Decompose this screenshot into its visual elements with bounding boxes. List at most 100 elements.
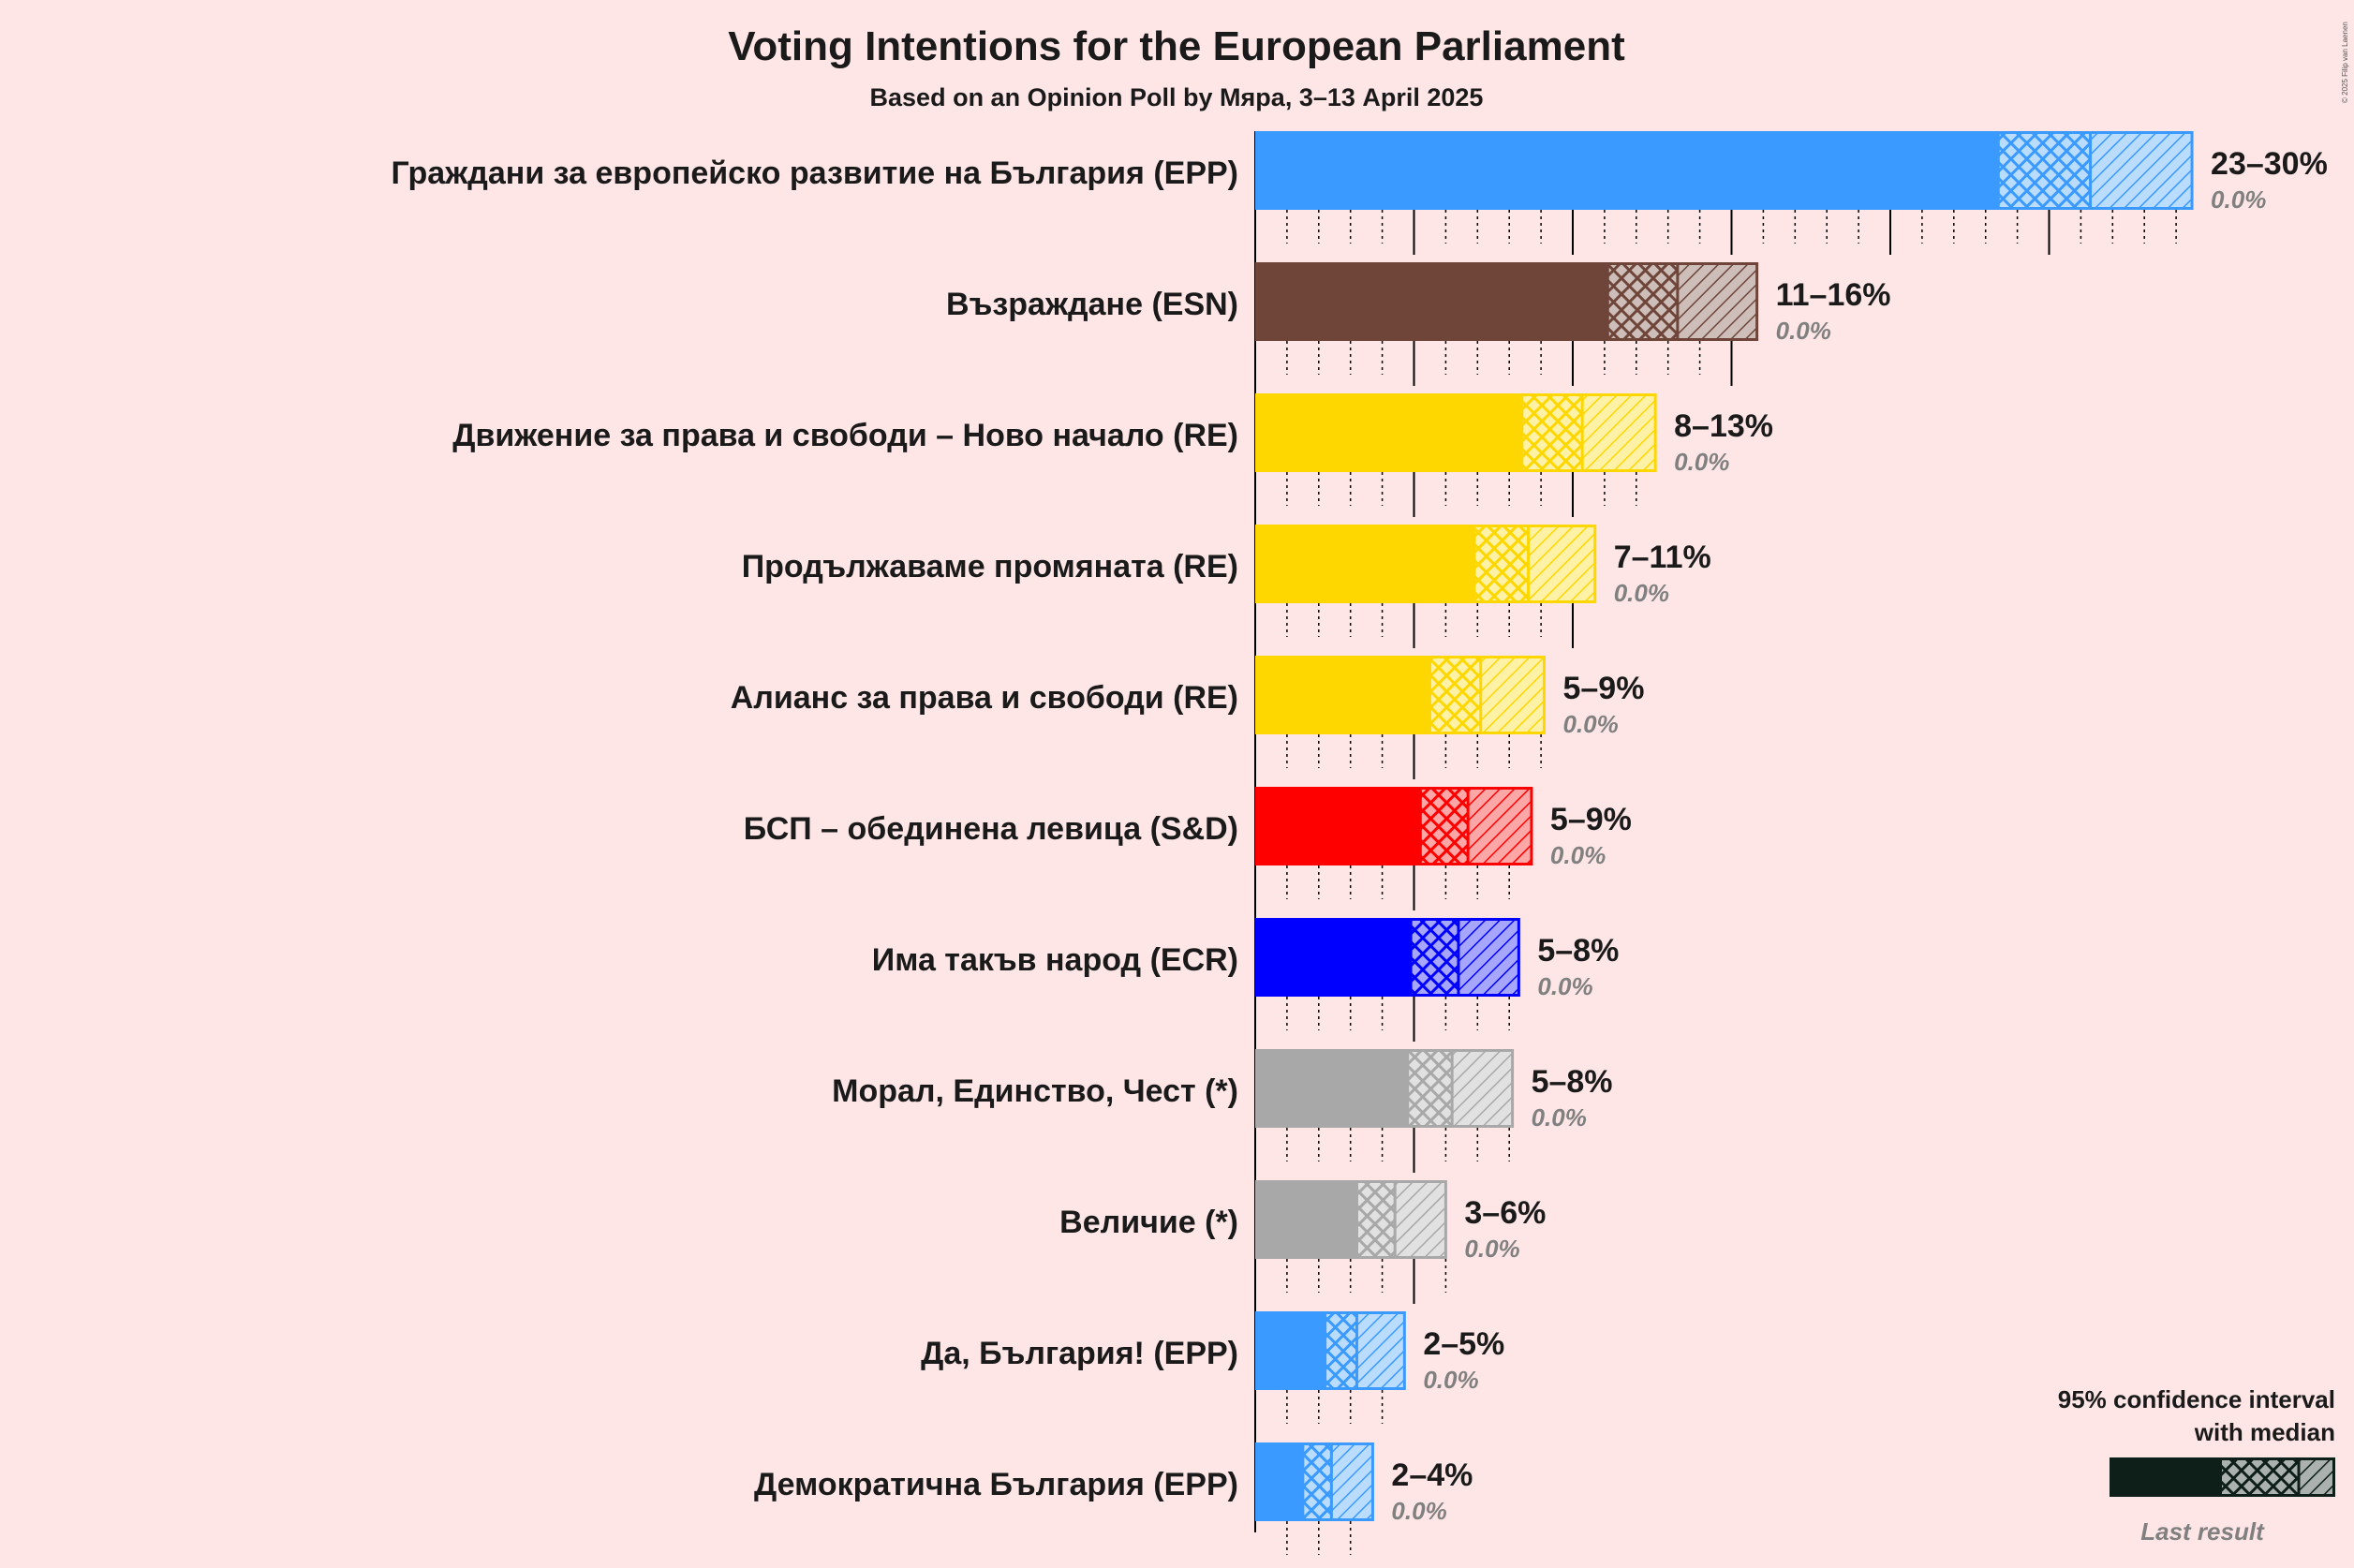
bar-ci-outline bbox=[1409, 918, 1520, 997]
bar-ci-upper bbox=[2090, 131, 2193, 210]
bar-ci-upper bbox=[1582, 393, 1656, 472]
party-label: Морал, Единство, Чест (*) bbox=[832, 1073, 1238, 1109]
bar-ci-upper bbox=[1452, 1049, 1513, 1128]
range-label: 11–16% bbox=[1776, 277, 1891, 313]
bar-solid bbox=[1255, 262, 1608, 341]
legend-title-line2: with median bbox=[2194, 1418, 2335, 1446]
bar-solid bbox=[1255, 656, 1430, 734]
last-result-label: 0.0% bbox=[1674, 448, 1729, 476]
bar-ci-lower bbox=[1607, 262, 1678, 341]
party-row: БСП – обединена левица (S&D) 5–9% 0.0% bbox=[744, 787, 1632, 869]
party-row: Продължаваме промяната (RE) 7–11% 0.0% bbox=[742, 525, 1711, 607]
chart-subtitle: Based on an Opinion Poll by Мяра, 3–13 A… bbox=[870, 83, 1484, 111]
bar-solid bbox=[1255, 1311, 1325, 1390]
party-label: Има такъв народ (ECR) bbox=[872, 942, 1238, 978]
range-label: 5–8% bbox=[1532, 1064, 1613, 1100]
party-row: Има такъв народ (ECR) 5–8% 0.0% bbox=[872, 918, 1619, 1000]
party-row: Демократична България (EPP) 2–4% 0.0% bbox=[754, 1442, 1473, 1525]
bar-ci-upper bbox=[1395, 1180, 1446, 1259]
bar-solid bbox=[1255, 1049, 1408, 1128]
bar-ci-upper bbox=[1677, 262, 1757, 341]
bar-ci-lower bbox=[1429, 656, 1481, 734]
bar-solid bbox=[1255, 918, 1412, 997]
party-label: Граждани за европейско развитие на Бълга… bbox=[392, 155, 1238, 191]
bar-ci-lower bbox=[1521, 393, 1583, 472]
legend-outline bbox=[2110, 1457, 2335, 1497]
bar-ci-outline bbox=[1996, 131, 2194, 210]
party-row: Алианс за права и свободи (RE) 5–9% 0.0% bbox=[731, 656, 1644, 738]
bar-ci-upper bbox=[1480, 656, 1545, 734]
legend-ci-upper bbox=[2299, 1457, 2335, 1497]
range-label: 8–13% bbox=[1674, 408, 1773, 444]
bar-solid bbox=[1255, 393, 1522, 472]
last-result-label: 0.0% bbox=[1537, 972, 1592, 1000]
range-label: 5–9% bbox=[1562, 671, 1644, 706]
party-label: Движение за права и свободи – Ново начал… bbox=[452, 418, 1238, 453]
range-label: 5–8% bbox=[1537, 933, 1619, 969]
bar-ci-outline bbox=[1301, 1442, 1374, 1521]
bar-solid bbox=[1255, 1180, 1357, 1259]
bar-ci-lower bbox=[1325, 1311, 1357, 1390]
party-label: Алианс за права и свободи (RE) bbox=[731, 680, 1238, 716]
bar-ci-outline bbox=[1473, 525, 1597, 603]
bar-ci-upper bbox=[1528, 525, 1595, 603]
bar-ci-upper bbox=[1468, 787, 1532, 865]
last-result-label: 0.0% bbox=[1532, 1103, 1587, 1132]
bar-ci-outline bbox=[1418, 787, 1533, 865]
bar-ci-lower bbox=[1356, 1180, 1396, 1259]
last-result-label: 0.0% bbox=[1464, 1235, 1519, 1263]
bar-ci-outline bbox=[1324, 1311, 1406, 1390]
bar-ci-lower bbox=[1411, 918, 1458, 997]
bar-ci-outline bbox=[1606, 262, 1759, 341]
last-result-label: 0.0% bbox=[1423, 1366, 1478, 1394]
party-bars: Граждани за европейско развитие на Бълга… bbox=[392, 131, 2328, 1525]
last-result-label: 0.0% bbox=[1391, 1497, 1446, 1525]
last-result-label: 0.0% bbox=[1776, 317, 1831, 345]
legend-solid bbox=[2110, 1457, 2222, 1497]
last-result-label: 0.0% bbox=[1550, 841, 1606, 869]
bar-ci-outline bbox=[1406, 1049, 1515, 1128]
party-label: Продължаваме промяната (RE) bbox=[742, 549, 1238, 584]
range-label: 7–11% bbox=[1614, 540, 1711, 575]
bar-solid bbox=[1255, 131, 1999, 210]
party-row: Величие (*) 3–6% 0.0% bbox=[1059, 1180, 1546, 1263]
party-label: Да, България! (EPP) bbox=[921, 1336, 1238, 1371]
party-label: Величие (*) bbox=[1059, 1205, 1238, 1240]
party-label: Възраждане (ESN) bbox=[946, 287, 1238, 322]
bar-solid bbox=[1255, 525, 1474, 603]
grid-lines bbox=[1254, 131, 2177, 1555]
bar-solid bbox=[1255, 787, 1421, 865]
bar-ci-outline bbox=[1520, 393, 1657, 472]
range-label: 2–4% bbox=[1391, 1457, 1473, 1493]
range-label: 23–30% bbox=[2211, 146, 2328, 182]
copyright-note: © 2025 Filip van Laenen bbox=[2341, 22, 2349, 103]
legend: 95% confidence interval with median Last r… bbox=[2058, 1385, 2335, 1546]
bar-ci-upper bbox=[1458, 918, 1519, 997]
chart-title: Voting Intentions for the European Parli… bbox=[728, 23, 1625, 69]
range-label: 2–5% bbox=[1423, 1326, 1504, 1362]
bar-ci-outline bbox=[1428, 656, 1546, 734]
party-row: Движение за права и свободи – Ново начал… bbox=[452, 393, 1773, 476]
last-result-label: 0.0% bbox=[1562, 710, 1618, 738]
party-row: Граждани за европейско развитие на Бълга… bbox=[392, 131, 2328, 214]
legend-last-result-label: Last result bbox=[2140, 1517, 2265, 1546]
bar-ci-lower bbox=[1407, 1049, 1453, 1128]
last-result-label: 0.0% bbox=[1614, 579, 1669, 607]
party-row: Възраждане (ESN) 11–16% 0.0% bbox=[946, 262, 1891, 345]
bar-ci-outline bbox=[1355, 1180, 1447, 1259]
range-label: 5–9% bbox=[1550, 802, 1632, 837]
party-row: Морал, Единство, Чест (*) 5–8% 0.0% bbox=[832, 1049, 1613, 1132]
range-label: 3–6% bbox=[1464, 1195, 1546, 1231]
party-label: Демократична България (EPP) bbox=[754, 1467, 1238, 1502]
bar-ci-lower bbox=[1998, 131, 2091, 210]
party-label: БСП – обединена левица (S&D) bbox=[744, 811, 1238, 847]
bar-ci-upper bbox=[1331, 1442, 1373, 1521]
last-result-label: 0.0% bbox=[2211, 185, 2266, 214]
legend-title-line1: 95% confidence interval bbox=[2058, 1385, 2335, 1413]
bar-ci-lower bbox=[1302, 1442, 1332, 1521]
legend-ci-lower bbox=[2222, 1457, 2299, 1497]
bar-ci-upper bbox=[1356, 1311, 1405, 1390]
bar-solid bbox=[1255, 1442, 1303, 1521]
bar-ci-lower bbox=[1420, 787, 1469, 865]
